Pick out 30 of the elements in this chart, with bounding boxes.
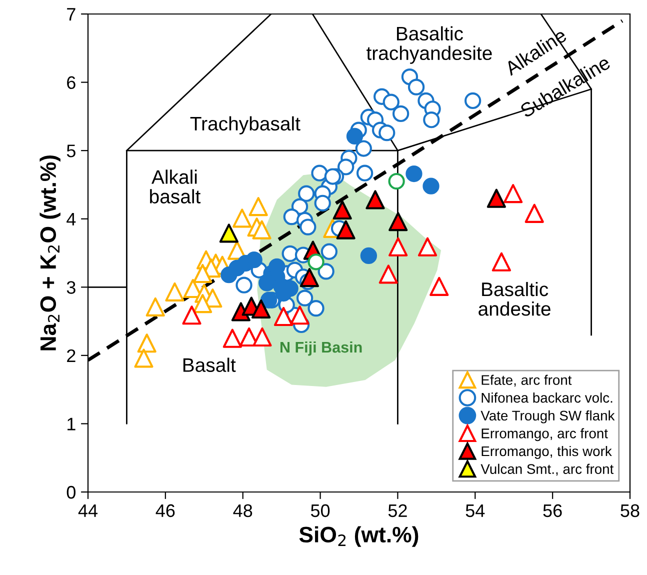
y-tick-label: 6 <box>67 76 76 90</box>
x-tick-label: 44 <box>78 504 98 517</box>
legend-label: Vulcan Smt., arc front <box>480 464 614 476</box>
y-tick-label: 5 <box>66 144 76 158</box>
y-tick-label: 2 <box>67 349 76 362</box>
legend-label: Efate, arc front <box>482 374 572 387</box>
annotation: Alkali basalt <box>150 170 201 204</box>
legend-label: Nifonea backarc volc. <box>482 392 612 403</box>
x-tick-label: 54 <box>466 504 485 518</box>
y-tick-label: 0 <box>66 486 76 499</box>
annotation: Basaltic andesite <box>478 282 550 316</box>
series-label: N Fiji Basin <box>280 341 362 356</box>
y-tick-label: 3 <box>66 281 76 294</box>
annotation: Basaltic trachyandesite <box>366 26 492 64</box>
y-tick-label: 7 <box>67 8 76 21</box>
annotation: Trachybasalt <box>190 116 300 134</box>
x-tick-label: 56 <box>543 504 562 518</box>
x-tick-label: 50 <box>310 504 330 518</box>
x-axis-title: SiO$_{2}$ (wt.%) <box>299 526 418 547</box>
legend-label: Erromango, this work <box>482 446 612 459</box>
x-tick-label: 46 <box>156 504 175 518</box>
legend-label: Vate Trough SW flank <box>480 410 615 424</box>
x-tick-label: 58 <box>620 504 640 518</box>
y-tick-label: 1 <box>68 418 76 430</box>
y-axis-title: Na$_{2}$O + K$_{2}$O (wt.%) <box>40 156 60 350</box>
x-tick-label: 48 <box>233 504 252 518</box>
legend-label: Erromango, arc front <box>482 428 608 442</box>
y-tick-label: 4 <box>66 212 76 226</box>
x-tick-label: 52 <box>388 504 407 518</box>
annotation: Basalt <box>183 358 236 372</box>
